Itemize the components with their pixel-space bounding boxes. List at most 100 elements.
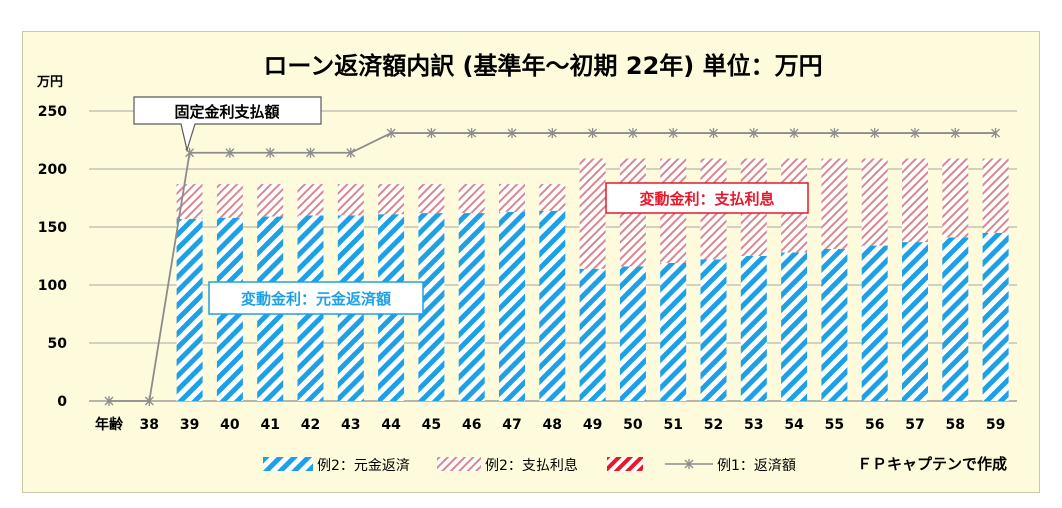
annotation-variable-interest: 変動金利：支払利息: [605, 182, 809, 214]
bars: [176, 158, 1009, 401]
y-axis-unit: 万円: [36, 75, 63, 90]
repayment-point-38: [144, 396, 154, 406]
bar-interest-58: [942, 158, 969, 238]
repayment-point-51: [668, 128, 678, 139]
legend-swatch-interest: [437, 457, 481, 471]
y-tick-250: 250: [38, 104, 67, 120]
annotation-variable-interest-text: 変動金利：支払利息: [639, 190, 774, 208]
annotation-variable-principal-text: 変動金利：元金返済額: [241, 290, 391, 308]
x-tick-41: 41: [260, 417, 279, 433]
annotation-variable-principal: 変動金利：元金返済額: [208, 281, 424, 315]
repayment-point-57: [910, 128, 920, 139]
bar-interest-43: [337, 184, 364, 216]
bar-principal-59: [982, 232, 1009, 401]
legend-swatch-principal: [263, 457, 313, 471]
x-tick-44: 44: [381, 417, 401, 433]
x-tick-47: 47: [502, 417, 521, 433]
y-tick-0: 0: [57, 394, 67, 410]
legend-label-repayment: 例1：返済額: [717, 458, 796, 474]
bar-interest-48: [539, 184, 566, 211]
bar-interest-41: [257, 184, 284, 217]
repayment-point-54: [789, 128, 799, 139]
y-tick-labels: 0 50 100 150 200 250: [38, 104, 67, 410]
legend-label-principal: 例2：元金返済: [317, 458, 410, 474]
bar-interest-44: [378, 184, 405, 215]
x-tick-labels: 年齢 38 39 40 41 42 43 44 45 46 47 48 49 50 51 52 53 54 55 56…: [95, 416, 1005, 433]
x-tick-38: 38: [140, 417, 159, 433]
bar-interest-40: [216, 184, 243, 218]
x-tick-46: 46: [462, 417, 481, 433]
chart-svg: ローン返済額内訳 (基準年～初期 22年) 単位：万円 万円 0 50 100 150…: [36, 52, 1017, 474]
bar-principal-47: [499, 211, 525, 401]
bar-principal-56: [861, 245, 888, 401]
repayment-point-40: [225, 147, 235, 158]
annotation-fixed-rate-text: 固定金利支払額: [174, 103, 279, 121]
repayment-point-58: [950, 128, 960, 139]
bar-interest-45: [418, 184, 445, 214]
x-tick-56: 56: [865, 417, 884, 433]
bar-interest-56: [861, 158, 888, 246]
bar-principal-54: [781, 252, 808, 401]
bar-principal-46: [458, 213, 485, 401]
bar-interest-59: [982, 158, 1009, 233]
x-axis-label: 年齢: [95, 416, 124, 433]
bar-interest-49: [579, 158, 606, 269]
bar-interest-55: [821, 158, 848, 250]
bar-interest-57: [902, 158, 928, 243]
x-tick-48: 48: [543, 417, 562, 433]
legend: 例2：元金返済 例2：支払利息 例1：返済額 ＦＰキャプテンで作成: [263, 455, 1007, 474]
bar-principal-51: [660, 262, 687, 401]
repayment-point-50: [628, 128, 638, 139]
chart-frame: ローン返済額内訳 (基準年～初期 22年) 単位：万円 万円 0 50 100 150…: [22, 31, 1040, 493]
repayment-point-37: [104, 396, 114, 406]
bar-principal-58: [942, 237, 969, 401]
y-tick-200: 200: [38, 162, 67, 178]
bar-principal-53: [740, 256, 767, 401]
repayment-point-56: [870, 128, 880, 139]
legend-label-interest: 例2：支払利息: [485, 457, 578, 474]
x-tick-40: 40: [220, 417, 240, 433]
repayment-point-42: [306, 147, 315, 158]
bar-principal-50: [619, 266, 646, 401]
repayment-point-47: [507, 128, 517, 139]
annotation-fixed-rate: 固定金利支払額: [133, 96, 322, 153]
x-tick-59: 59: [986, 417, 1005, 433]
repayment-point-45: [426, 128, 436, 139]
repayment-point-41: [265, 147, 275, 158]
repayment-line: [104, 128, 1001, 406]
x-tick-55: 55: [825, 417, 844, 433]
x-tick-50: 50: [623, 417, 643, 433]
y-tick-50: 50: [48, 336, 68, 352]
credit-text: ＦＰキャプテンで作成: [857, 455, 1007, 473]
bar-principal-57: [902, 242, 928, 401]
repayment-point-53: [749, 128, 759, 139]
bar-interest-42: [297, 184, 324, 216]
x-tick-43: 43: [341, 417, 360, 433]
y-tick-100: 100: [38, 278, 67, 294]
y-tick-150: 150: [38, 220, 67, 236]
x-tick-54: 54: [784, 417, 804, 433]
legend-swatch-line-marker: [684, 459, 694, 469]
repayment-point-48: [547, 128, 557, 139]
chart-title: ローン返済額内訳 (基準年～初期 22年) 単位：万円: [263, 52, 822, 80]
x-tick-52: 52: [704, 417, 723, 433]
repayment-point-55: [829, 128, 839, 139]
bar-principal-39: [176, 218, 203, 401]
repayment-point-52: [709, 128, 718, 139]
legend-swatch-interest-red: [607, 457, 643, 471]
bar-interest-47: [499, 184, 525, 212]
x-tick-45: 45: [422, 417, 441, 433]
repayment-point-49: [588, 128, 598, 139]
x-tick-57: 57: [905, 417, 924, 433]
repayment-point-43: [346, 147, 356, 158]
repayment-point-59: [991, 128, 1001, 139]
repayment-point-46: [467, 128, 477, 139]
repayment-point-44: [386, 128, 396, 139]
x-tick-39: 39: [180, 417, 199, 433]
bar-principal-48: [539, 210, 566, 401]
bar-principal-49: [579, 268, 606, 401]
x-tick-53: 53: [744, 417, 763, 433]
bar-principal-55: [821, 249, 848, 401]
x-tick-49: 49: [583, 417, 602, 433]
x-tick-42: 42: [301, 417, 320, 433]
